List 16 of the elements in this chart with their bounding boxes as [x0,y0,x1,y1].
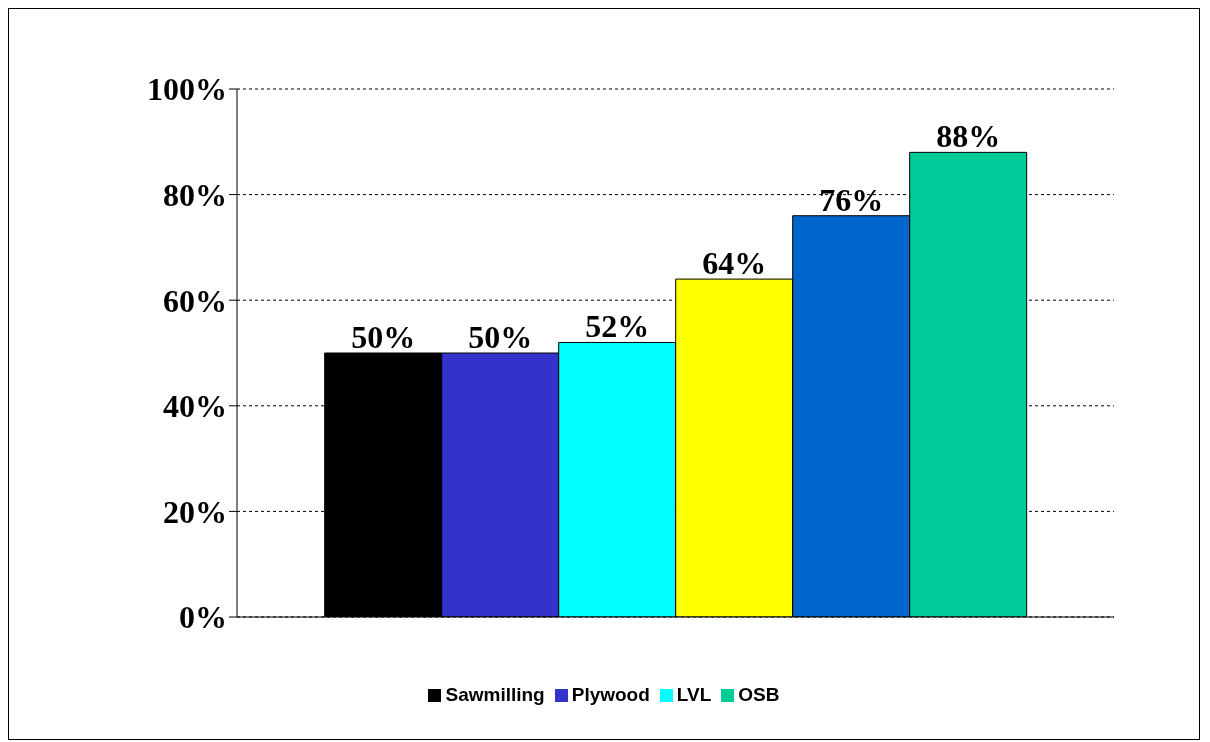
legend-label: Sawmilling [445,684,545,706]
y-tick-label: 0% [179,599,227,636]
data-label: 50% [468,319,533,355]
y-tick-label: 60% [163,282,227,319]
data-label: 76% [819,181,884,218]
legend-label: Plywood [571,684,650,706]
data-label: 50% [351,319,416,355]
y-tick-label: 100% [147,71,227,108]
legend-label: LVL [676,684,712,706]
data-label: 64% [702,245,767,282]
data-label: 52% [585,308,650,345]
y-tick-label: 80% [163,176,227,213]
y-tick-label: 40% [163,388,227,425]
y-tick-label: 20% [163,493,227,530]
legend-label: OSB [738,684,780,706]
data-label: 88% [936,118,1001,155]
